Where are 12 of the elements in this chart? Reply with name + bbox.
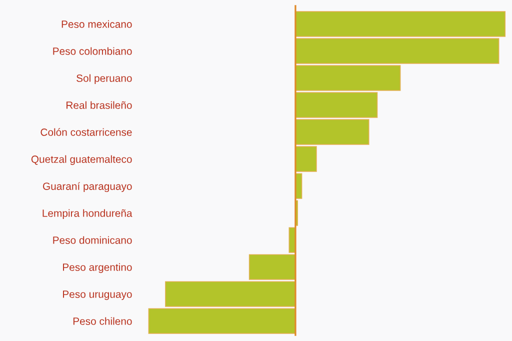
y-tick-label: Real brasileño (66, 101, 132, 109)
y-tick-label: Peso mexicano (62, 20, 132, 28)
y-tick-label: Lempira hondureña (42, 209, 132, 219)
y-tick-label: Peso chileno (73, 317, 132, 325)
y-tick-label: Sol peruano (76, 74, 132, 84)
y-tick-label: Peso argentino (63, 263, 132, 273)
y-tick-label: Peso uruguayo (63, 290, 132, 300)
y-tick-label: Peso dominicano (53, 236, 132, 244)
y-tick-label: Colón costarricense (40, 128, 132, 136)
y-tick-label: Guaraní paraguayo (43, 182, 132, 192)
y-tick-label: Peso colombiano (53, 47, 132, 55)
y-tick-label: Quetzal guatemalteco (31, 155, 132, 165)
